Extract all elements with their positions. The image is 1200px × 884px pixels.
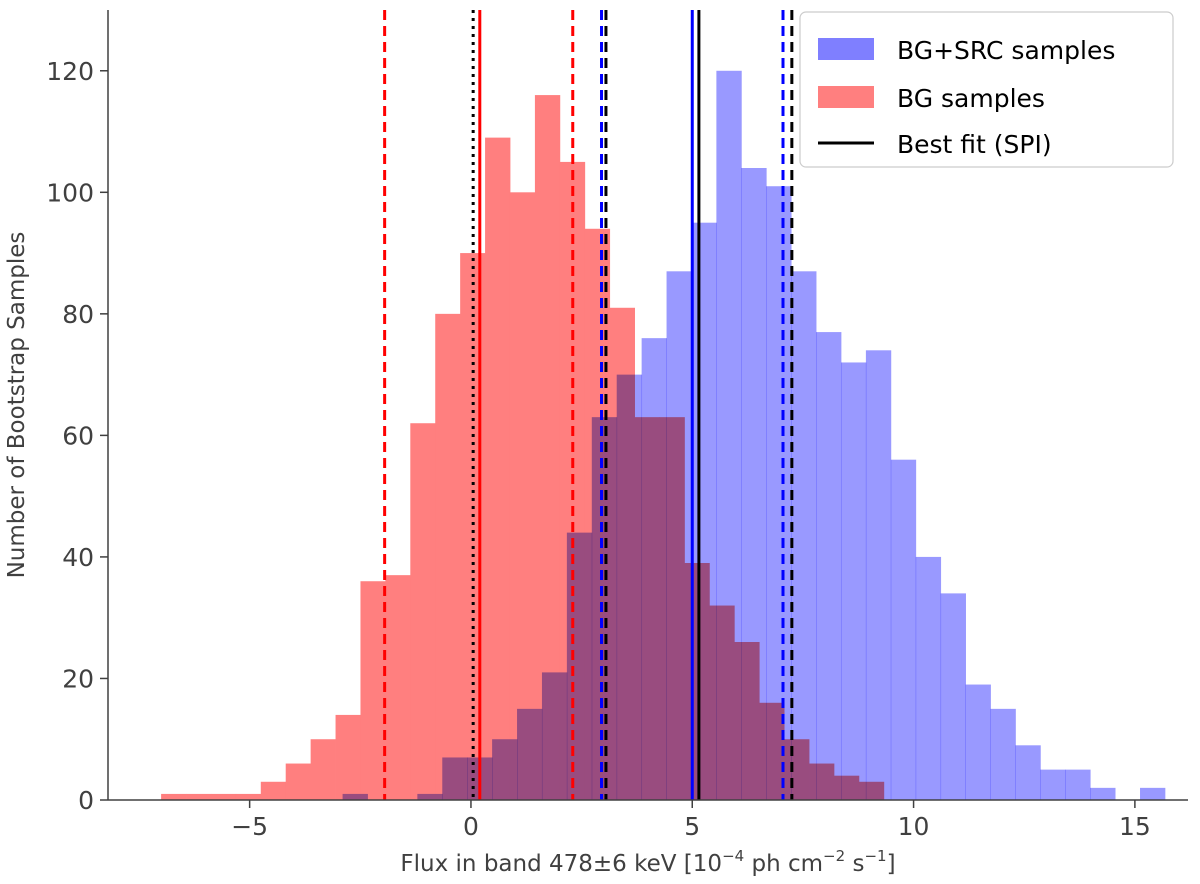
bg-src-bar: [492, 739, 518, 800]
bg-src-bar: [915, 556, 942, 800]
x-tick-label: 5: [684, 812, 700, 841]
legend-swatch-bg-src: [818, 38, 874, 60]
bg-src-bar: [1040, 769, 1066, 800]
bg-src-bar: [716, 70, 742, 800]
legend-swatch-bg: [818, 86, 874, 108]
bg-bar: [285, 763, 312, 800]
bg-bar: [260, 781, 287, 800]
bg-bar: [335, 714, 361, 800]
y-axis-label: Number of Bootstrap Samples: [4, 232, 30, 579]
bg-bar: [385, 575, 411, 800]
bg-src-bar: [766, 186, 792, 801]
vertical-lines: [383, 10, 794, 800]
bg-bar: [460, 253, 486, 800]
y-tick-label: 80: [62, 300, 94, 329]
y-tick-label: 120: [46, 57, 94, 86]
y-tick-label: 100: [46, 178, 94, 207]
y-tick-label: 20: [62, 664, 94, 693]
x-ticks: −5 0 5 10 15: [231, 800, 1151, 841]
y-ticks: 0 20 40 60 80 100 120: [46, 57, 108, 815]
bg-src-bar: [791, 271, 817, 800]
bg-src-bar: [840, 362, 867, 800]
bg-src-bar: [865, 350, 892, 800]
bg-src-bar: [965, 684, 991, 800]
bg-bar: [186, 793, 212, 800]
bg-src-bar: [940, 593, 966, 800]
bg-src-bar: [741, 168, 767, 800]
bg-bar: [310, 739, 336, 800]
x-tick-label: 10: [898, 812, 930, 841]
bg-src-bar: [591, 417, 618, 800]
x-tick-label: −5: [231, 812, 268, 841]
x-axis-label: Flux in band 478±6 keV [10−4 ph cm−2 s−1…: [400, 847, 895, 877]
bg-src-bar: [442, 757, 468, 800]
legend-label-bg-src: BG+SRC samples: [897, 36, 1115, 65]
bg-src-bar: [1140, 787, 1166, 800]
bg-src-bar: [517, 708, 543, 800]
bg-src-bar: [666, 271, 692, 800]
y-tick-label: 40: [62, 543, 94, 572]
bg-src-bar: [890, 459, 917, 800]
bg-src-bar: [1090, 787, 1116, 800]
bg-src-bar: [342, 793, 368, 800]
bg-bar: [161, 793, 187, 800]
y-tick-label: 60: [62, 421, 94, 450]
bg-bar: [410, 423, 436, 800]
bg-bar: [435, 313, 461, 800]
legend-label-best-fit: Best fit (SPI): [897, 130, 1052, 159]
bg-src-histogram: [342, 70, 1166, 801]
bg-src-bar: [1065, 769, 1091, 800]
bg-src-bar: [616, 374, 643, 800]
x-tick-label: 15: [1119, 812, 1151, 841]
bg-src-bar: [816, 332, 842, 800]
bg-bar: [360, 581, 386, 800]
bg-src-bar: [1015, 745, 1041, 800]
bg-bar: [485, 137, 511, 800]
bg-bar: [509, 192, 536, 800]
legend-label-bg: BG samples: [897, 84, 1045, 113]
legend-frame: [799, 11, 1174, 168]
bg-src-bar: [641, 338, 667, 800]
bg-src-bar: [541, 672, 568, 800]
bg-bar: [235, 793, 262, 800]
y-tick-label: 0: [78, 786, 94, 815]
bg-bar: [210, 793, 237, 800]
bg-src-bar: [691, 222, 717, 800]
legend: BG+SRC samples BG samples Best fit (SPI): [799, 11, 1174, 168]
bg-src-bar: [990, 708, 1016, 800]
bg-src-bar: [417, 793, 443, 800]
bg-src-bar: [566, 532, 593, 800]
x-tick-label: 0: [463, 812, 479, 841]
